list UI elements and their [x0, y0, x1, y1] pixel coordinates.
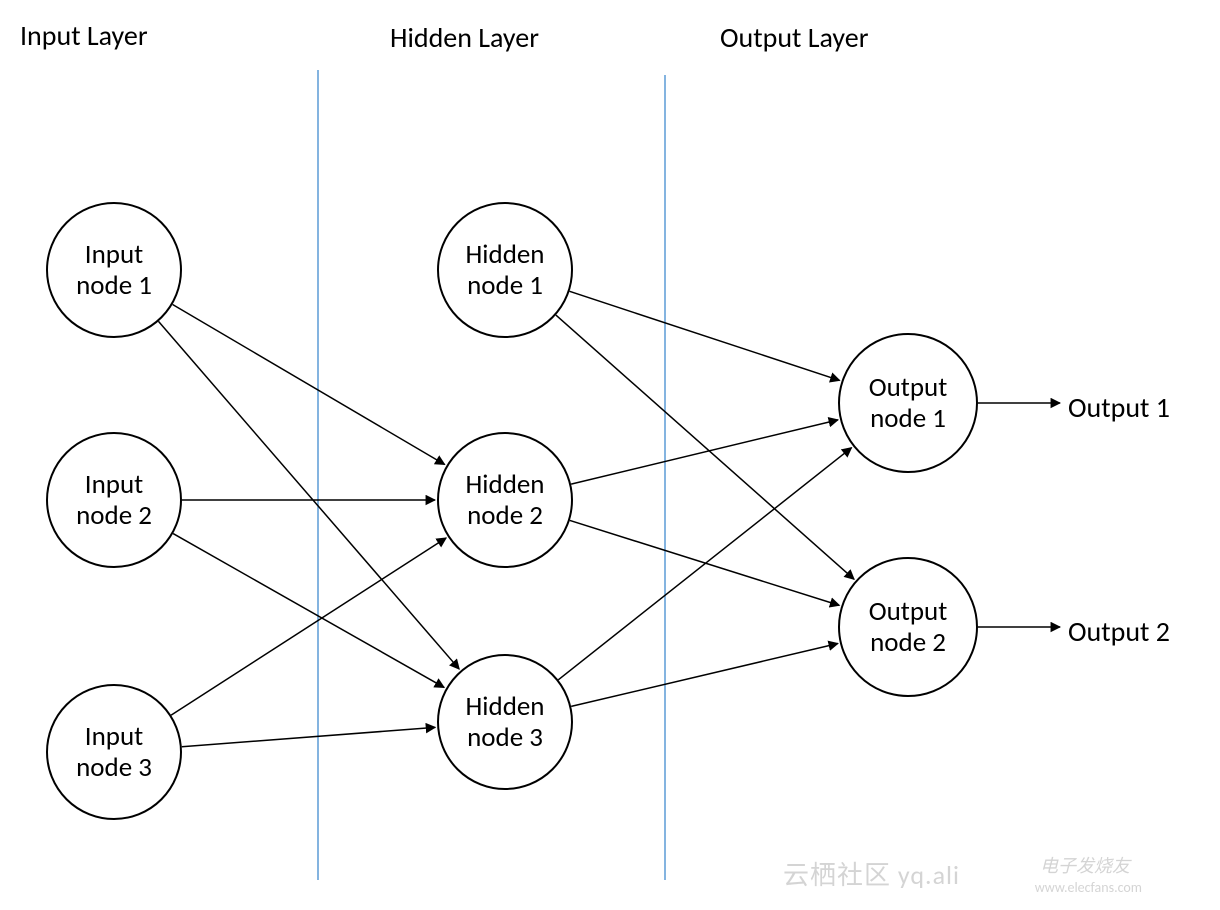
- edge-i3-h3: [182, 727, 435, 746]
- input-layer-header: Input Layer: [20, 18, 148, 53]
- edge-h3-o2: [571, 644, 838, 707]
- node-label-line1: Hidden: [465, 691, 544, 722]
- node-label-line1: Hidden: [465, 239, 544, 270]
- node-label-line1: Hidden: [465, 469, 544, 500]
- node-label-line2: node 2: [870, 627, 946, 658]
- node-label-line2: node 1: [870, 403, 946, 434]
- node-label-line2: node 2: [76, 500, 152, 531]
- node-label-line2: node 3: [467, 722, 543, 753]
- output-label-2: Output 2: [1068, 614, 1170, 649]
- edge-h3-o1: [558, 448, 851, 680]
- edge-i1-h3: [158, 321, 459, 669]
- edge-h1-o1: [570, 291, 840, 380]
- edge-i2-h3: [173, 534, 444, 688]
- node-h1: Hiddennode 1: [437, 202, 573, 338]
- node-label-line1: Input: [85, 721, 143, 752]
- node-label-line1: Output: [869, 596, 948, 627]
- output-layer-header: Output Layer: [720, 20, 868, 55]
- node-i1: Inputnode 1: [46, 202, 182, 338]
- node-o2: Outputnode 2: [838, 557, 978, 697]
- node-label-line1: Input: [85, 469, 143, 500]
- watermark-sub: 电子发烧友: [1040, 852, 1130, 878]
- watermark-sub2: www.elecfans.com: [1035, 879, 1142, 896]
- node-label-line1: Input: [85, 239, 143, 270]
- edge-i3-h2: [171, 538, 446, 715]
- node-label-line2: node 1: [76, 270, 152, 301]
- diagram-canvas: [0, 0, 1220, 910]
- node-label-line2: node 1: [467, 270, 543, 301]
- node-label-line1: Output: [869, 372, 948, 403]
- edge-h2-o2: [570, 520, 839, 605]
- node-label-line2: node 2: [467, 500, 543, 531]
- edge-h2-o1: [571, 420, 838, 484]
- node-i3: Inputnode 3: [46, 684, 182, 820]
- node-h2: Hiddennode 2: [437, 432, 573, 568]
- node-i2: Inputnode 2: [46, 432, 182, 568]
- node-o1: Outputnode 1: [838, 333, 978, 473]
- node-h3: Hiddennode 3: [437, 654, 573, 790]
- edge-h1-o2: [556, 315, 854, 579]
- edge-i1-h2: [173, 304, 445, 464]
- watermark-text: 云栖社区 yq.ali: [783, 855, 960, 892]
- node-label-line2: node 3: [76, 752, 152, 783]
- output-label-1: Output 1: [1068, 390, 1170, 425]
- hidden-layer-header: Hidden Layer: [390, 20, 539, 55]
